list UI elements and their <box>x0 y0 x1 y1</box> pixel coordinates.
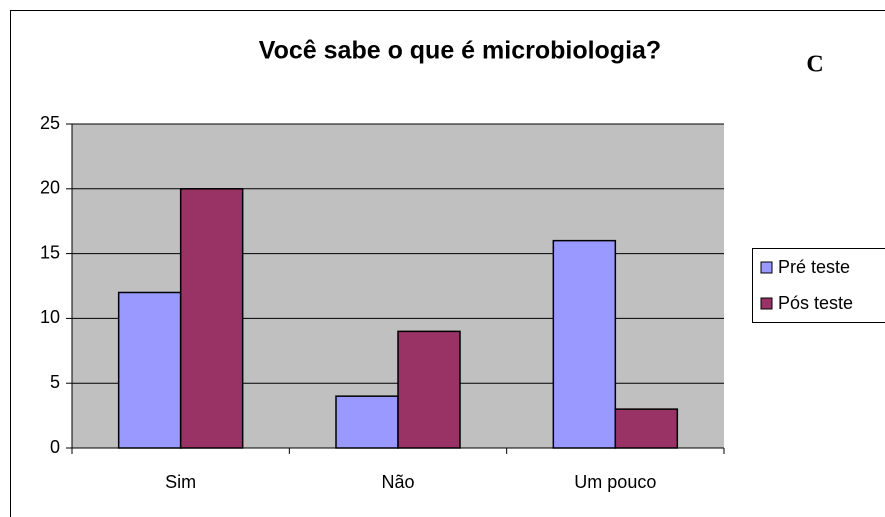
y-tick-label: 5 <box>50 372 60 392</box>
legend-label: Pós teste <box>778 293 853 313</box>
legend-label: Pré teste <box>778 257 850 277</box>
legend-swatch <box>760 261 773 274</box>
chart-title: Você sabe o que é microbiologia? <box>259 37 661 65</box>
y-tick-label: 0 <box>50 437 60 457</box>
legend-box <box>752 248 885 323</box>
bar <box>552 239 617 449</box>
legend-swatch <box>760 297 773 310</box>
y-tick-label: 25 <box>40 113 60 133</box>
bar <box>614 408 679 449</box>
bar <box>179 188 244 449</box>
x-tick-label: Um pouco <box>574 472 656 492</box>
bar <box>117 291 182 449</box>
y-tick-label: 10 <box>40 307 60 327</box>
bar <box>397 330 461 449</box>
y-tick-label: 20 <box>40 178 60 198</box>
x-tick-label: Não <box>381 472 414 492</box>
y-tick-label: 15 <box>40 242 60 262</box>
annotation: C <box>806 52 823 78</box>
bar <box>335 395 399 449</box>
x-tick-label: Sim <box>165 472 196 492</box>
